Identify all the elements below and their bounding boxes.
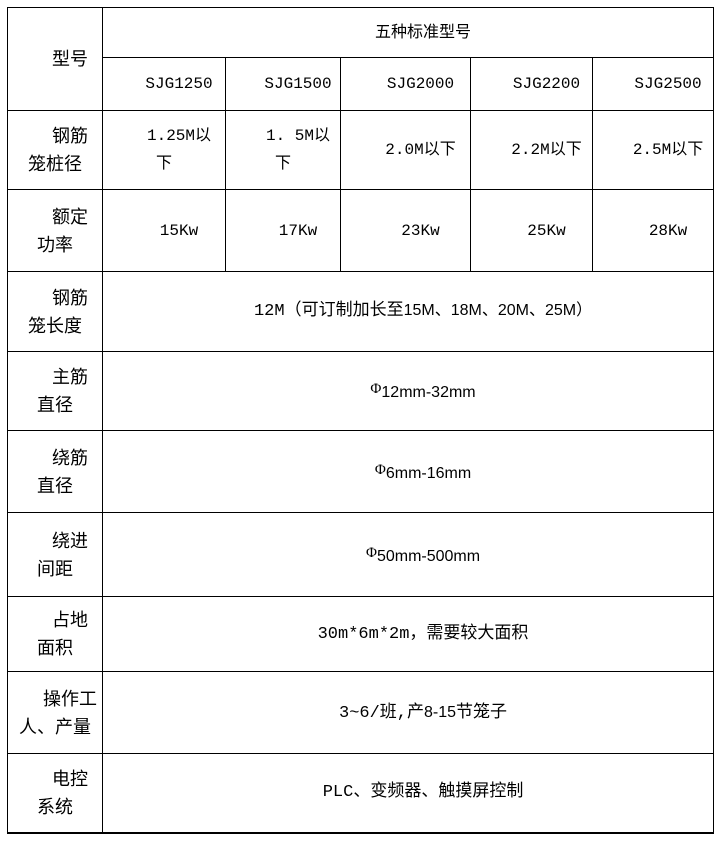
model-name: SJG2500 bbox=[591, 57, 715, 111]
spec-value: 23Kw bbox=[340, 189, 471, 272]
spec-table: 型号 五种标准型号 SJG1250 SJG1500 SJG2000 SJG220… bbox=[7, 7, 715, 834]
value-part: 8-15 bbox=[424, 703, 457, 721]
value-part: 6mm-16mm bbox=[385, 464, 472, 482]
table-row: 钢筋 笼长度 12M（可订制加长至15M、18M、20M、25M） bbox=[7, 271, 715, 352]
model-name: SJG1250 bbox=[102, 57, 226, 111]
value-part: 3~6/班,产 bbox=[339, 703, 425, 723]
spec-value: Φ6mm-16mm bbox=[101, 430, 715, 513]
spec-value: Φ50mm-500mm bbox=[101, 512, 715, 597]
spec-value: 3~6/班,产8-15节笼子 bbox=[101, 671, 715, 754]
row-label-operators-output: 操作工 人、产量 bbox=[7, 671, 103, 754]
spec-value: Φ12mm-32mm bbox=[101, 351, 715, 431]
phi-symbol: Φ bbox=[365, 544, 377, 561]
row-label-winding-bar-diameter: 绕筋 直径 bbox=[7, 430, 103, 513]
spec-value: 2.0M以下 bbox=[340, 110, 471, 190]
table-row: 占地 面积 30m*6m*2m，需要较大面积 bbox=[7, 596, 715, 672]
spec-value: 25Kw bbox=[470, 189, 593, 272]
table-row: 额定 功率 15Kw 17Kw 23Kw 25Kw 28Kw bbox=[7, 189, 715, 272]
phi-symbol: Φ bbox=[370, 381, 382, 397]
row-label-cage-pile-diameter: 钢筋 笼桩径 bbox=[7, 110, 103, 190]
row-label-floor-area: 占地 面积 bbox=[7, 596, 103, 672]
table-row: SJG1250 SJG1500 SJG2000 SJG2200 SJG2500 bbox=[8, 57, 715, 111]
value-part: 30m*6m*2m，需要较大面积 bbox=[317, 624, 529, 644]
table-row: 电控 系统 PLC、变频器、触摸屏控制 bbox=[7, 753, 715, 833]
model-name: SJG2000 bbox=[340, 57, 471, 111]
phi-symbol: Φ bbox=[374, 461, 386, 478]
row-label-electric-control: 电控 系统 bbox=[7, 753, 103, 833]
value-part: 节笼子 bbox=[456, 701, 508, 721]
value-part: 15M、18M、20M、25M） bbox=[403, 302, 593, 319]
model-name: SJG1500 bbox=[225, 57, 341, 111]
row-label-cage-length: 钢筋 笼长度 bbox=[7, 271, 103, 352]
table-row: 主筋 直径 Φ12mm-32mm bbox=[7, 351, 715, 431]
spec-value: 15Kw bbox=[102, 189, 226, 272]
spec-value: 30m*6m*2m，需要较大面积 bbox=[101, 596, 715, 672]
spec-value: PLC、变频器、触摸屏控制 bbox=[101, 753, 715, 833]
spec-value: 1. 5M以 下 bbox=[225, 110, 341, 190]
table-row: 绕进 间距 Φ50mm-500mm bbox=[7, 512, 715, 597]
spec-value: 12M（可订制加长至15M、18M、20M、25M） bbox=[101, 271, 715, 352]
row-label-main-bar-diameter: 主筋 直径 bbox=[7, 351, 103, 431]
value-part: 50mm-500mm bbox=[376, 547, 481, 565]
spec-value: 28Kw bbox=[591, 189, 715, 272]
corner-model-label: 型号 bbox=[7, 7, 103, 111]
spec-value: 2.2M以下 bbox=[470, 110, 593, 190]
spec-value: 1.25M以 下 bbox=[102, 110, 226, 190]
table-row: 型号 五种标准型号 bbox=[7, 7, 715, 111]
table-row: 钢筋 笼桩径 1.25M以 下 1. 5M以 下 2.0M以下 2.2M以下 2… bbox=[7, 110, 715, 190]
spec-value: 2.5M以下 bbox=[591, 110, 715, 190]
value-part: 12M（可订制加长至 bbox=[253, 302, 404, 321]
row-label-winding-pitch: 绕进 间距 bbox=[7, 512, 103, 597]
spec-value: 17Kw bbox=[225, 189, 341, 272]
value-part: PLC、变频器、触摸屏控制 bbox=[322, 783, 524, 803]
table-row: 绕筋 直径 Φ6mm-16mm bbox=[7, 430, 715, 513]
model-name: SJG2200 bbox=[470, 57, 593, 111]
value-part: 12mm-32mm bbox=[381, 384, 476, 401]
table-row: 操作工 人、产量 3~6/班,产8-15节笼子 bbox=[7, 671, 715, 754]
row-label-rated-power: 额定 功率 bbox=[7, 189, 103, 272]
group-header: 五种标准型号 bbox=[101, 7, 715, 58]
